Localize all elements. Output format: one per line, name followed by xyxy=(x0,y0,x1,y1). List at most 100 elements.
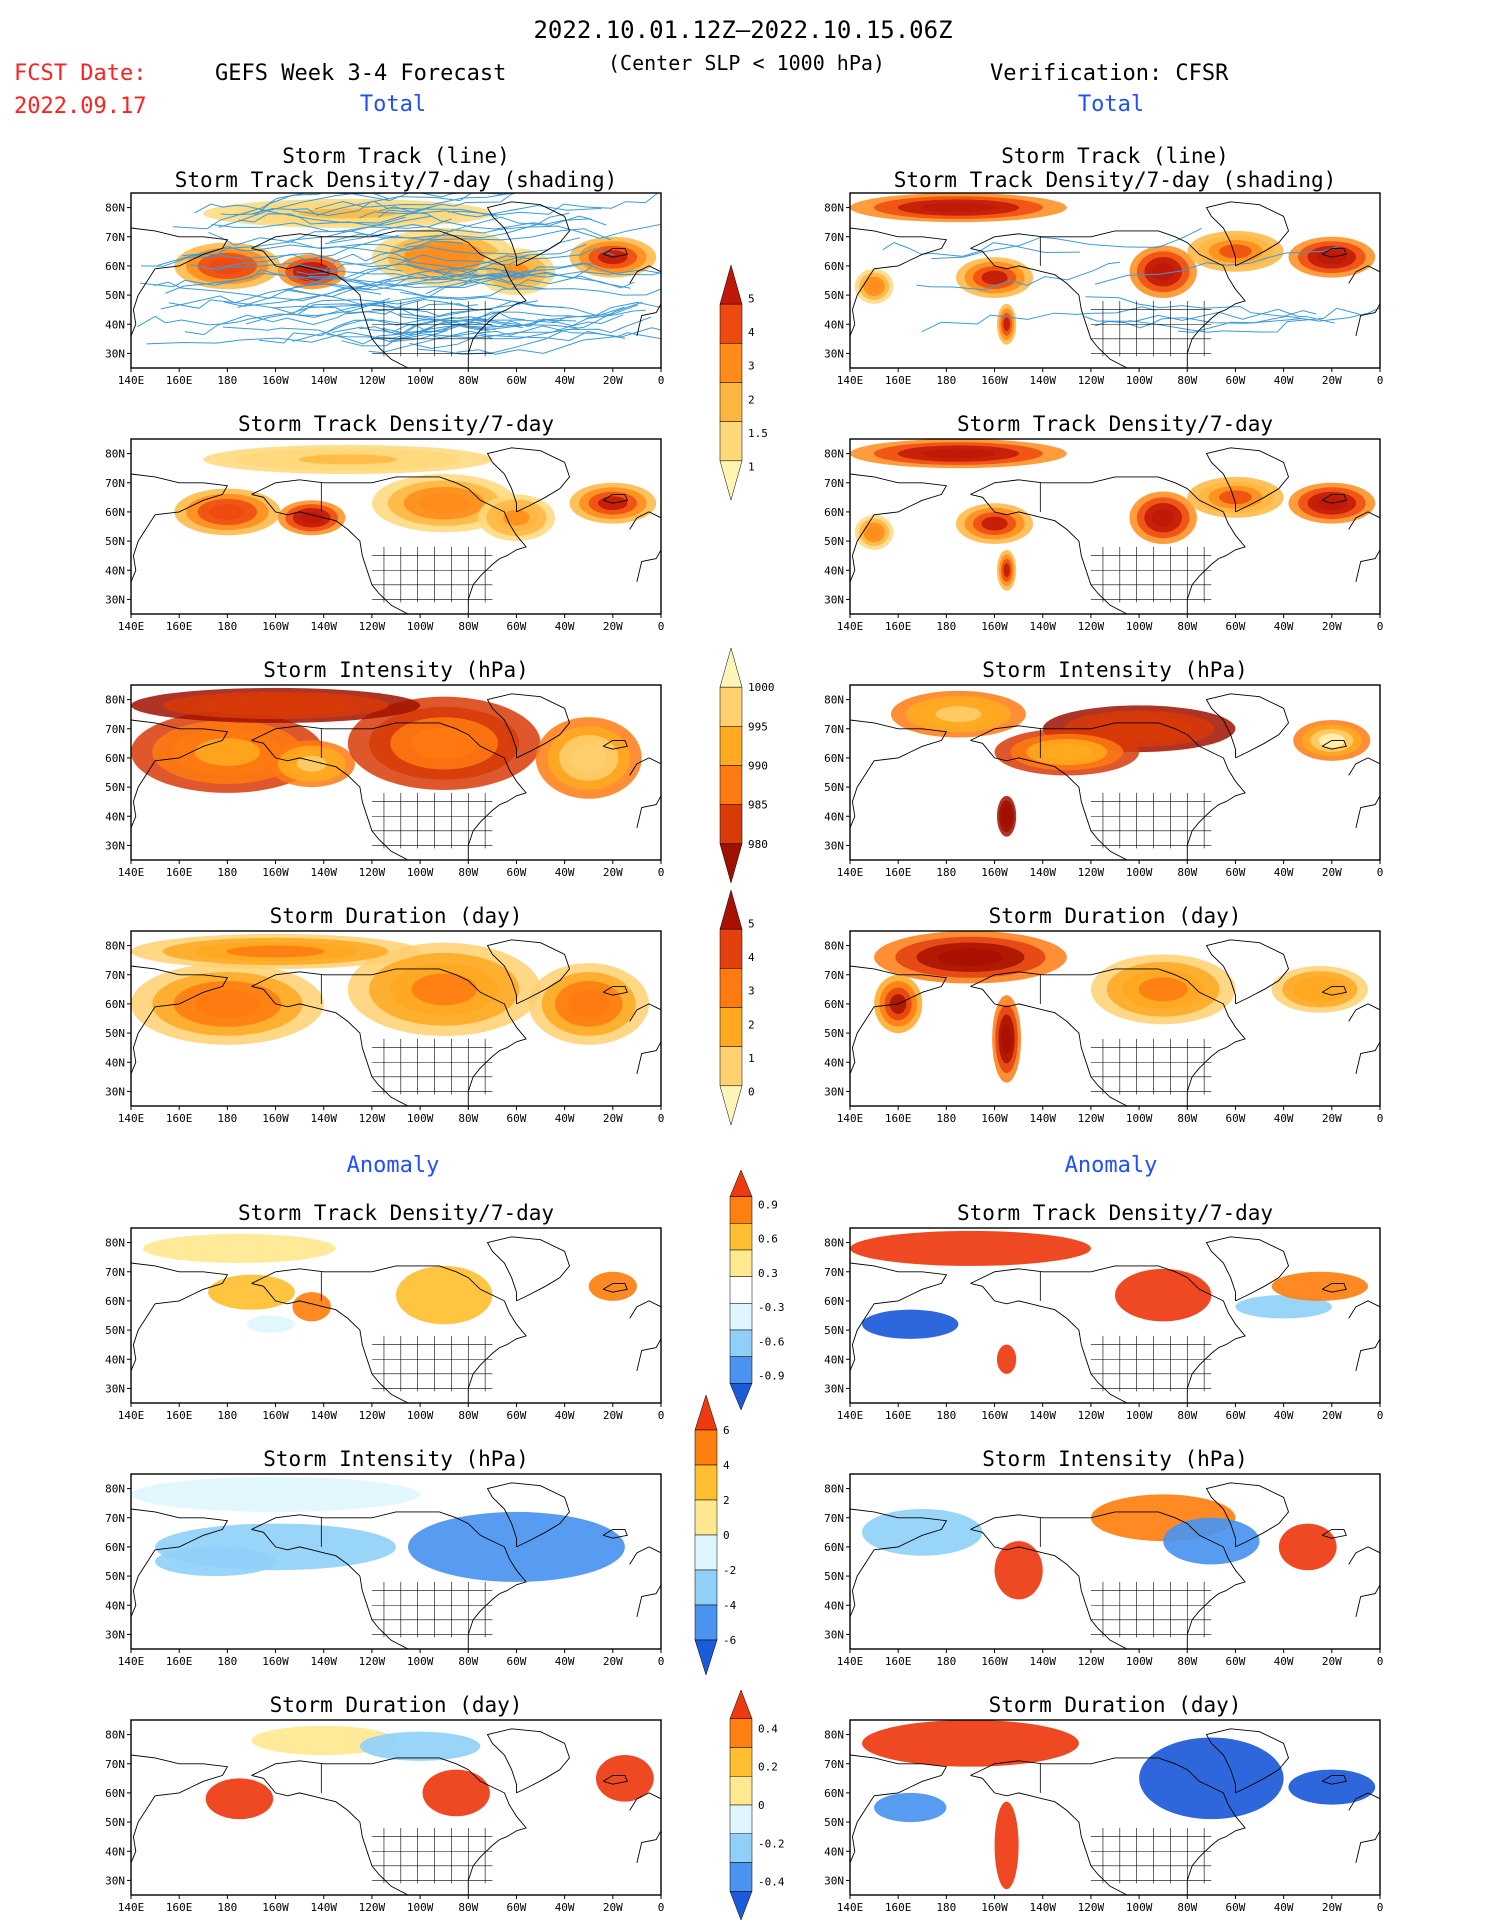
shading-cell xyxy=(411,973,477,1006)
lon-tick-label: 120W xyxy=(359,866,386,879)
colorbar-swatch xyxy=(729,1303,753,1331)
lon-tick-label: 160W xyxy=(262,620,289,633)
panel-title: Storm Intensity (hPa) xyxy=(263,1447,529,1471)
coastline xyxy=(629,511,661,583)
coastline xyxy=(131,719,229,829)
coastline xyxy=(1321,739,1347,750)
coastline xyxy=(602,739,628,750)
lon-tick-label: 160W xyxy=(981,620,1008,633)
storm-track-line xyxy=(379,193,558,213)
coastline xyxy=(251,476,527,614)
shading-cell xyxy=(850,1230,1091,1266)
forecast-title: GEFS Week 3-4 Forecast xyxy=(215,61,506,86)
lon-tick-label: 160E xyxy=(885,1655,912,1668)
lat-tick-label: 50N xyxy=(105,1570,125,1583)
lat-tick-label: 70N xyxy=(824,969,844,982)
storm-track-line xyxy=(252,200,498,217)
lon-tick-label: 140W xyxy=(1029,1112,1056,1125)
panel-title: Storm Duration (day) xyxy=(270,904,523,928)
lon-tick-label: 140W xyxy=(1029,866,1056,879)
lat-tick-label: 30N xyxy=(105,347,125,360)
coastline xyxy=(486,1728,571,1794)
colorbar-swatch xyxy=(719,1046,743,1087)
map-panel-3-forecast: 140E 160E 180 160W 140W 120W 100W 80W 60W 40W 20W 0… xyxy=(105,658,664,879)
coastline xyxy=(486,939,571,1005)
panel-frame xyxy=(849,1227,1381,1404)
lon-tick-label: 60W xyxy=(507,620,527,633)
lon-tick-label: 160W xyxy=(262,374,289,387)
lon-tick-label: 80W xyxy=(458,1901,478,1914)
colorbar-swatch xyxy=(694,1534,718,1571)
coastline xyxy=(602,247,628,258)
panel-frame xyxy=(849,684,1381,861)
lon-tick-label: 160E xyxy=(885,374,912,387)
lat-tick-label: 30N xyxy=(105,1085,125,1098)
shading-cell xyxy=(1151,508,1175,527)
shading-cell xyxy=(1288,1769,1376,1805)
panel-title: Storm Duration (day) xyxy=(989,904,1242,928)
fcst-date-label: FCST Date: xyxy=(14,61,146,86)
coastline xyxy=(970,230,1246,368)
lon-tick-label: 100W xyxy=(1126,1112,1153,1125)
lon-tick-label: 160W xyxy=(262,1901,289,1914)
colorbar-label: -0.3 xyxy=(758,1301,785,1314)
coastline xyxy=(1321,1774,1347,1785)
coastline xyxy=(1321,1282,1347,1293)
colorbar-swatch xyxy=(729,1776,753,1806)
lon-tick-label: 160E xyxy=(166,1112,193,1125)
storm-track-line xyxy=(329,228,612,243)
panel-title: Storm Track Density/7-day xyxy=(238,412,554,436)
lon-tick-label: 120W xyxy=(1078,1112,1105,1125)
verification-label: Verification: CFSR xyxy=(990,61,1229,86)
lon-tick-label: 100W xyxy=(1126,374,1153,387)
colorbar-label: 0.9 xyxy=(758,1198,778,1211)
shading-cell xyxy=(359,1731,481,1761)
storm-track-line xyxy=(398,300,661,318)
lon-tick-label: 80W xyxy=(458,1409,478,1422)
colorbar-label: 3 xyxy=(748,360,755,373)
shading-cell xyxy=(411,727,477,760)
coastline xyxy=(850,719,948,829)
lon-tick-label: 40W xyxy=(555,374,575,387)
colorbar-label: 2 xyxy=(748,1018,755,1031)
lat-tick-label: 70N xyxy=(824,723,844,736)
lon-tick-label: 80W xyxy=(458,620,478,633)
lon-tick-label: 160E xyxy=(885,866,912,879)
colorbar-label: 0.2 xyxy=(758,1761,778,1774)
coastline xyxy=(970,1265,1246,1403)
storm-track-line xyxy=(381,304,639,336)
lon-tick-label: 140W xyxy=(310,1655,337,1668)
lon-tick-label: 160W xyxy=(262,866,289,879)
storm-track-line xyxy=(190,252,442,273)
lon-tick-label: 160E xyxy=(166,1655,193,1668)
colorbar-label: 990 xyxy=(748,760,768,773)
shading-cell xyxy=(1219,244,1252,259)
lon-tick-label: 120W xyxy=(359,1112,386,1125)
coastline xyxy=(486,447,571,513)
storm-track-line xyxy=(238,213,432,226)
colorbar-swatch xyxy=(719,843,743,884)
panel-frame xyxy=(130,930,662,1107)
lon-tick-label: 140E xyxy=(118,1409,145,1422)
coastline xyxy=(850,1262,948,1372)
colorbar-label: 0.6 xyxy=(758,1233,778,1246)
storm-track-line xyxy=(389,267,592,291)
lon-tick-label: 80W xyxy=(458,1112,478,1125)
lat-tick-label: 50N xyxy=(105,1324,125,1337)
lon-tick-label: 140W xyxy=(1029,1901,1056,1914)
lon-tick-label: 80W xyxy=(1177,1655,1197,1668)
storm-track-line xyxy=(461,269,661,287)
colorbar-swatch xyxy=(719,889,743,930)
lat-tick-label: 70N xyxy=(824,1266,844,1279)
panel-title: Storm Duration (day) xyxy=(989,1693,1242,1717)
lon-tick-label: 100W xyxy=(1126,866,1153,879)
shading-cell xyxy=(867,526,881,539)
lon-tick-label: 180 xyxy=(936,866,956,879)
storm-track-line xyxy=(288,212,570,241)
colorbar-swatch xyxy=(719,382,743,422)
lat-tick-label: 80N xyxy=(824,202,844,215)
storm-track-line xyxy=(400,288,661,299)
shading-cell xyxy=(209,503,246,520)
storm-track-line xyxy=(931,227,1202,260)
coastline xyxy=(251,1511,527,1649)
